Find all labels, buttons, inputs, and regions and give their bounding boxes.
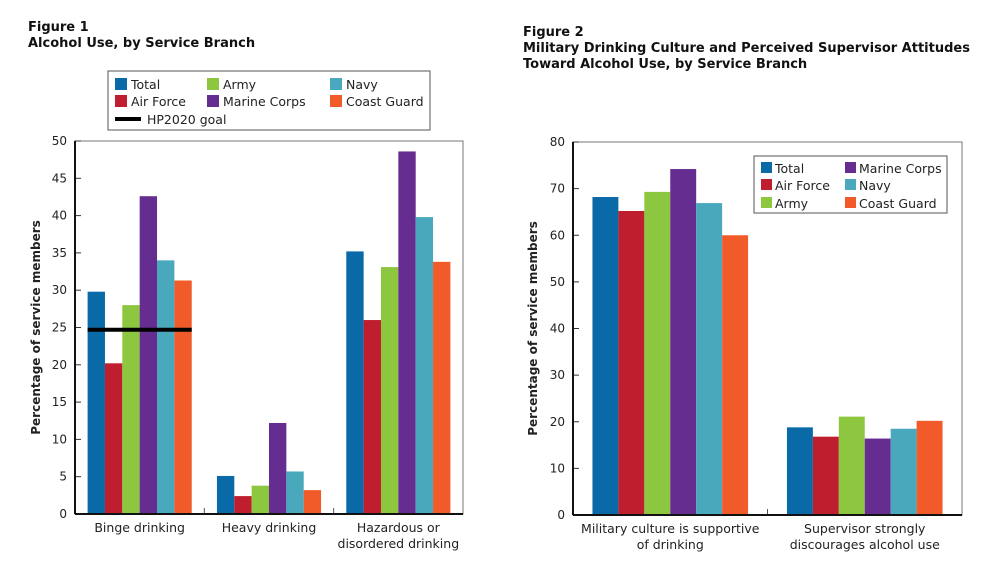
bar-air-force xyxy=(104,363,123,514)
bar-air-force xyxy=(812,436,839,515)
chart-1-ytick-label: 35 xyxy=(52,246,67,260)
chart-1-ytick-label: 10 xyxy=(52,432,67,446)
chart-1-legend xyxy=(107,70,431,131)
bar-air-force xyxy=(363,320,381,514)
chart-2-ytick-label: 10 xyxy=(550,461,565,475)
chart-2-ytick-label: 40 xyxy=(550,322,565,336)
chart-1-category-label: Heavy drinking xyxy=(222,520,317,535)
bar-coast-guard xyxy=(916,420,943,515)
bar-navy xyxy=(286,471,304,514)
bar-air-force xyxy=(618,211,645,515)
legend-swatch xyxy=(207,78,219,90)
chart-1-ytick-label: 50 xyxy=(52,134,67,148)
chart-2-category-label: discourages alcohol use xyxy=(790,537,940,552)
chart-2-ytick-label: 20 xyxy=(550,415,565,429)
bar-army xyxy=(644,191,671,516)
legend-label: Total xyxy=(130,77,160,92)
legend-swatch xyxy=(207,95,219,107)
chart-2-ytick-label: 80 xyxy=(550,135,565,149)
legend-label: Navy xyxy=(346,77,378,92)
chart-1-category-label: Binge drinking xyxy=(94,520,185,535)
legend-swatch xyxy=(761,197,772,208)
bar-navy xyxy=(696,203,723,516)
bar-air-force xyxy=(234,496,252,514)
chart-1-ytick-label: 5 xyxy=(59,470,67,484)
chart-1-y-axis-label: Percentage of service members xyxy=(29,220,43,435)
bar-total xyxy=(216,475,235,514)
legend-label: Coast Guard xyxy=(346,94,424,109)
chart-1-ytick-label: 30 xyxy=(52,283,67,297)
legend-swatch xyxy=(115,95,127,107)
chart-1-ytick-label: 0 xyxy=(59,507,67,521)
figure-2-heading: Figure 2 Military Drinking Culture and P… xyxy=(523,25,970,73)
chart-2-category-label: of drinking xyxy=(637,537,704,552)
bar-marine-corps xyxy=(864,438,891,515)
legend-swatch xyxy=(845,162,856,173)
bar-coast-guard xyxy=(174,280,192,514)
legend-swatch xyxy=(845,197,856,208)
chart-1-ytick-label: 15 xyxy=(52,395,67,409)
chart-2-category-label: Supervisor strongly xyxy=(804,521,926,536)
bar-navy xyxy=(415,217,434,515)
chart-2-ytick-label: 50 xyxy=(550,275,565,289)
legend-swatch xyxy=(115,78,127,90)
chart-2-ytick-label: 60 xyxy=(550,228,565,242)
legend-swatch xyxy=(845,179,856,190)
bar-army xyxy=(122,305,140,514)
figure-1-label: Figure 1 xyxy=(28,20,89,35)
chart-2-ytick-label: 70 xyxy=(550,182,565,196)
bar-army xyxy=(380,267,399,514)
chart-2-ytick-label: 30 xyxy=(550,368,565,382)
chart-2-category-label: Military culture is supportive xyxy=(581,521,760,536)
chart-1-ytick-label: 40 xyxy=(52,209,67,223)
bar-marine-corps xyxy=(670,169,697,516)
bar-navy xyxy=(157,260,175,514)
legend-swatch xyxy=(761,179,772,190)
chart-1-category-label: Hazardous or xyxy=(357,520,441,535)
bar-total xyxy=(87,291,105,514)
figure-2-title-line-2: Toward Alcohol Use, by Service Branch xyxy=(523,57,808,72)
legend-label: Air Force xyxy=(131,94,186,109)
bar-coast-guard xyxy=(303,490,322,514)
figure-1-heading: Figure 1 Alcohol Use, by Service Branch xyxy=(28,20,255,52)
chart-2-ytick-label: 0 xyxy=(557,508,565,522)
legend-label: Army xyxy=(775,196,809,211)
legend-swatch xyxy=(330,95,342,107)
bar-army xyxy=(838,416,865,515)
legend-swatch xyxy=(330,78,342,90)
bar-total xyxy=(786,427,813,515)
legend-label: Marine Corps xyxy=(859,161,942,176)
legend-swatch xyxy=(761,162,772,173)
bar-total xyxy=(592,197,619,515)
bar-army xyxy=(251,485,269,514)
chart-1-ytick-label: 20 xyxy=(52,358,67,372)
legend-label: Total xyxy=(774,161,804,176)
legend-label: Coast Guard xyxy=(859,196,937,211)
chart-1-category-label: disordered drinking xyxy=(338,536,460,551)
chart-1-ytick-label: 25 xyxy=(52,321,67,335)
bar-marine-corps xyxy=(398,151,416,514)
figure-2-title-line-1: Military Drinking Culture and Perceived … xyxy=(523,41,970,56)
bar-total xyxy=(346,251,364,514)
legend-label: HP2020 goal xyxy=(147,112,226,127)
chart-2-y-axis-label: Percentage of service members xyxy=(526,221,540,436)
legend-label: Navy xyxy=(859,178,891,193)
legend-label: Marine Corps xyxy=(223,94,306,109)
bar-marine-corps xyxy=(139,196,158,515)
figure-1-title: Alcohol Use, by Service Branch xyxy=(28,36,256,51)
legend-label: Air Force xyxy=(775,178,830,193)
chart-1-ytick-label: 45 xyxy=(52,171,67,185)
bar-navy xyxy=(890,428,917,515)
bar-coast-guard xyxy=(433,261,451,514)
figure-2-label: Figure 2 xyxy=(523,25,584,40)
legend-label: Army xyxy=(223,77,257,92)
bar-coast-guard xyxy=(722,235,749,515)
bar-marine-corps xyxy=(269,422,287,514)
